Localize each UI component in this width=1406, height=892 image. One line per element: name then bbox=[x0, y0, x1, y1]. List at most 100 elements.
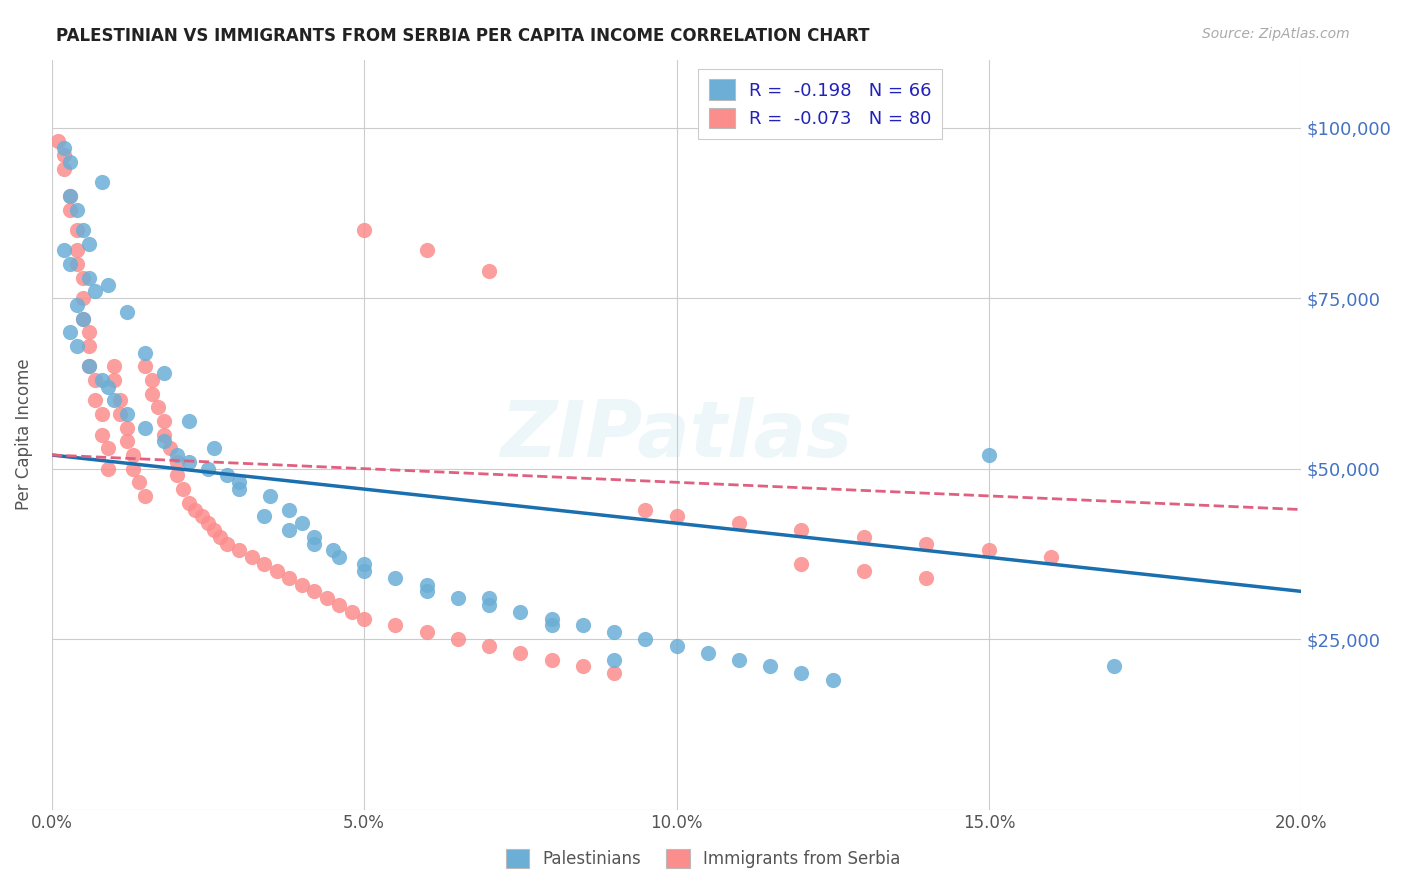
Point bbox=[509, 646, 531, 660]
Point bbox=[90, 427, 112, 442]
Point bbox=[790, 523, 813, 537]
Point bbox=[66, 223, 89, 237]
Point bbox=[572, 618, 595, 632]
Point bbox=[478, 598, 501, 612]
Point bbox=[84, 285, 107, 299]
Point bbox=[266, 564, 288, 578]
Point bbox=[97, 441, 120, 455]
Point bbox=[759, 659, 782, 673]
Point bbox=[302, 530, 325, 544]
Point bbox=[291, 577, 314, 591]
Point bbox=[146, 401, 169, 415]
Point bbox=[328, 598, 350, 612]
Point bbox=[59, 189, 82, 203]
Point bbox=[821, 673, 844, 687]
Point bbox=[634, 502, 657, 516]
Point bbox=[166, 448, 188, 462]
Point bbox=[53, 244, 76, 258]
Point bbox=[384, 618, 406, 632]
Point bbox=[179, 455, 201, 469]
Point bbox=[66, 339, 89, 353]
Point bbox=[852, 530, 875, 544]
Point bbox=[915, 571, 938, 585]
Point bbox=[59, 326, 82, 340]
Point bbox=[852, 564, 875, 578]
Point bbox=[115, 434, 138, 449]
Point bbox=[134, 489, 156, 503]
Point bbox=[353, 223, 375, 237]
Point bbox=[278, 571, 301, 585]
Point bbox=[603, 625, 626, 640]
Point bbox=[384, 571, 406, 585]
Point bbox=[209, 530, 232, 544]
Point bbox=[59, 202, 82, 217]
Point bbox=[790, 666, 813, 681]
Point bbox=[415, 584, 437, 599]
Legend: R =  -0.198   N = 66, R =  -0.073   N = 80: R = -0.198 N = 66, R = -0.073 N = 80 bbox=[699, 69, 942, 139]
Point bbox=[72, 270, 94, 285]
Point bbox=[77, 270, 100, 285]
Point bbox=[122, 461, 145, 475]
Point bbox=[77, 359, 100, 374]
Point bbox=[572, 659, 595, 673]
Point bbox=[915, 536, 938, 550]
Point bbox=[322, 543, 344, 558]
Text: Source: ZipAtlas.com: Source: ZipAtlas.com bbox=[1202, 27, 1350, 41]
Point bbox=[202, 523, 225, 537]
Point bbox=[328, 550, 350, 565]
Point bbox=[97, 461, 120, 475]
Point bbox=[540, 618, 562, 632]
Point bbox=[53, 148, 76, 162]
Point bbox=[97, 380, 120, 394]
Point bbox=[415, 577, 437, 591]
Point bbox=[72, 311, 94, 326]
Point bbox=[478, 591, 501, 606]
Point bbox=[353, 564, 375, 578]
Point bbox=[103, 393, 125, 408]
Point bbox=[110, 393, 132, 408]
Point bbox=[291, 516, 314, 531]
Point bbox=[72, 223, 94, 237]
Point bbox=[340, 605, 363, 619]
Point bbox=[72, 311, 94, 326]
Point bbox=[84, 393, 107, 408]
Point bbox=[228, 475, 250, 490]
Point bbox=[66, 202, 89, 217]
Point bbox=[77, 326, 100, 340]
Point bbox=[166, 455, 188, 469]
Point bbox=[228, 482, 250, 496]
Point bbox=[153, 366, 176, 380]
Point bbox=[66, 244, 89, 258]
Point bbox=[415, 244, 437, 258]
Point bbox=[159, 441, 181, 455]
Point bbox=[634, 632, 657, 646]
Point bbox=[1102, 659, 1125, 673]
Point bbox=[110, 407, 132, 421]
Point bbox=[790, 557, 813, 571]
Legend: Palestinians, Immigrants from Serbia: Palestinians, Immigrants from Serbia bbox=[499, 842, 907, 875]
Point bbox=[728, 516, 751, 531]
Point bbox=[259, 489, 281, 503]
Point bbox=[190, 509, 212, 524]
Point bbox=[665, 639, 688, 653]
Point bbox=[603, 652, 626, 666]
Point bbox=[353, 557, 375, 571]
Point bbox=[59, 154, 82, 169]
Point bbox=[90, 407, 112, 421]
Point bbox=[122, 448, 145, 462]
Point bbox=[540, 612, 562, 626]
Point bbox=[278, 502, 301, 516]
Text: PALESTINIAN VS IMMIGRANTS FROM SERBIA PER CAPITA INCOME CORRELATION CHART: PALESTINIAN VS IMMIGRANTS FROM SERBIA PE… bbox=[56, 27, 870, 45]
Point bbox=[728, 652, 751, 666]
Point bbox=[696, 646, 718, 660]
Point bbox=[103, 373, 125, 387]
Point bbox=[253, 509, 276, 524]
Point bbox=[665, 509, 688, 524]
Point bbox=[59, 257, 82, 271]
Point bbox=[179, 496, 201, 510]
Point bbox=[66, 257, 89, 271]
Point bbox=[228, 543, 250, 558]
Point bbox=[977, 448, 1000, 462]
Point bbox=[478, 264, 501, 278]
Point bbox=[134, 421, 156, 435]
